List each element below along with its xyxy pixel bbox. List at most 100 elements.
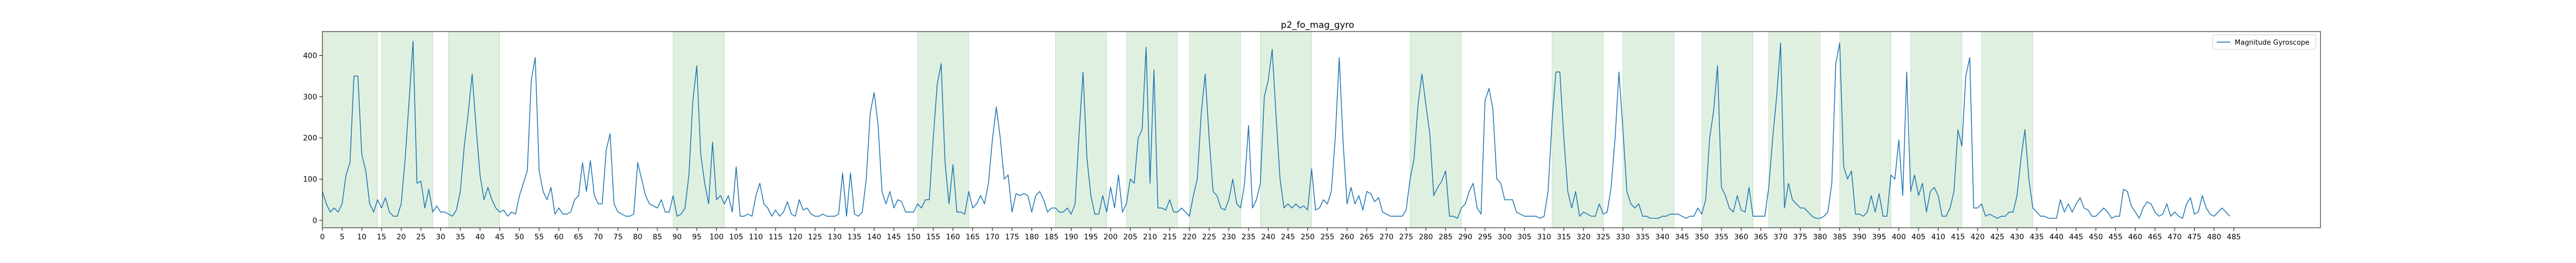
x-tick-label-300: 300 — [1498, 233, 1512, 241]
x-tick-label-250: 250 — [1301, 233, 1315, 241]
y-tick-label-200: 200 — [303, 134, 317, 143]
x-tick-label-110: 110 — [749, 233, 763, 241]
x-tick-label-85: 85 — [653, 233, 662, 241]
x-tick-label-240: 240 — [1261, 233, 1275, 241]
x-tick-label-170: 170 — [985, 233, 999, 241]
x-tick-label-305: 305 — [1517, 233, 1531, 241]
x-tick-label-285: 285 — [1439, 233, 1453, 241]
x-tick-label-5: 5 — [340, 233, 345, 241]
x-tick-label-190: 190 — [1064, 233, 1078, 241]
x-tick-label-195: 195 — [1084, 233, 1098, 241]
legend: Magnitude Gyroscope — [2212, 34, 2316, 50]
highlight-band-5 — [1055, 31, 1107, 228]
x-tick-label-440: 440 — [2049, 233, 2063, 241]
highlight-band-15 — [1910, 31, 1962, 228]
x-tick-label-130: 130 — [828, 233, 842, 241]
highlight-bands — [322, 31, 2033, 228]
highlight-band-10 — [1551, 31, 1604, 228]
plot-frame — [322, 31, 2321, 228]
highlight-band-7 — [1189, 31, 1241, 228]
x-tick-label-175: 175 — [1005, 233, 1019, 241]
x-tick-label-455: 455 — [2109, 233, 2123, 241]
y-tick-label-400: 400 — [303, 52, 317, 60]
x-tick-label-375: 375 — [1793, 233, 1807, 241]
x-tick-label-400: 400 — [1892, 233, 1906, 241]
y-tick-label-300: 300 — [303, 93, 317, 102]
x-tick-label-150: 150 — [907, 233, 921, 241]
x-tick-label-25: 25 — [416, 233, 426, 241]
x-tick-label-355: 355 — [1714, 233, 1728, 241]
x-tick-label-10: 10 — [357, 233, 367, 241]
x-tick-label-220: 220 — [1183, 233, 1197, 241]
x-tick-label-55: 55 — [535, 233, 544, 241]
x-tick-label-335: 335 — [1636, 233, 1650, 241]
legend-box — [2212, 34, 2316, 50]
x-tick-label-270: 270 — [1380, 233, 1394, 241]
x-tick-label-35: 35 — [456, 233, 465, 241]
x-tick-label-245: 245 — [1281, 233, 1295, 241]
x-tick-label-315: 315 — [1557, 233, 1571, 241]
x-tick-label-0: 0 — [320, 233, 325, 241]
x-tick-label-235: 235 — [1242, 233, 1256, 241]
highlight-band-2 — [448, 31, 500, 228]
x-tick-label-80: 80 — [633, 233, 643, 241]
x-tick-label-425: 425 — [1990, 233, 2004, 241]
series-line-0 — [322, 41, 2230, 219]
x-tick-label-385: 385 — [1833, 233, 1847, 241]
x-tick-label-465: 465 — [2148, 233, 2162, 241]
x-tick-label-125: 125 — [808, 233, 822, 241]
x-tick-label-485: 485 — [2227, 233, 2241, 241]
x-tick-label-115: 115 — [769, 233, 783, 241]
x-tick-label-140: 140 — [867, 233, 881, 241]
x-tick-label-165: 165 — [966, 233, 980, 241]
x-tick-label-330: 330 — [1616, 233, 1630, 241]
x-tick-label-310: 310 — [1537, 233, 1551, 241]
x-tick-label-405: 405 — [1912, 233, 1926, 241]
x-tick-label-120: 120 — [788, 233, 802, 241]
x-tick-label-15: 15 — [377, 233, 386, 241]
x-tick-label-295: 295 — [1478, 233, 1492, 241]
series-lines — [322, 41, 2230, 219]
x-tick-label-340: 340 — [1655, 233, 1669, 241]
x-tick-label-215: 215 — [1163, 233, 1177, 241]
x-tick-label-325: 325 — [1596, 233, 1610, 241]
x-tick-label-430: 430 — [2010, 233, 2024, 241]
x-tick-label-30: 30 — [436, 233, 446, 241]
highlight-band-4 — [917, 31, 969, 228]
x-tick-label-460: 460 — [2128, 233, 2142, 241]
x-tick-label-350: 350 — [1695, 233, 1709, 241]
x-tick-label-95: 95 — [692, 233, 702, 241]
highlight-band-11 — [1623, 31, 1675, 228]
x-tick-label-410: 410 — [1931, 233, 1945, 241]
x-tick-label-290: 290 — [1458, 233, 1472, 241]
x-tick-label-155: 155 — [926, 233, 940, 241]
x-tick-label-230: 230 — [1222, 233, 1236, 241]
highlight-band-12 — [1702, 31, 1754, 228]
highlight-band-9 — [1410, 31, 1462, 228]
x-tick-label-360: 360 — [1734, 233, 1748, 241]
x-tick-label-160: 160 — [946, 233, 960, 241]
x-tick-label-450: 450 — [2089, 233, 2103, 241]
highlight-band-13 — [1768, 31, 1821, 228]
x-tick-label-475: 475 — [2187, 233, 2201, 241]
chart-title: p2_fo_mag_gyro — [1281, 20, 1354, 31]
x-tick-label-395: 395 — [1872, 233, 1886, 241]
x-tick-label-100: 100 — [710, 233, 724, 241]
x-tick-label-260: 260 — [1340, 233, 1354, 241]
x-tick-label-60: 60 — [554, 233, 564, 241]
x-tick-label-420: 420 — [1971, 233, 1985, 241]
x-tick-label-145: 145 — [887, 233, 901, 241]
x-tick-label-320: 320 — [1577, 233, 1591, 241]
x-tick-label-345: 345 — [1675, 233, 1689, 241]
x-tick-label-75: 75 — [613, 233, 623, 241]
x-tick-label-415: 415 — [1951, 233, 1965, 241]
highlight-band-14 — [1839, 31, 1891, 228]
x-tick-label-480: 480 — [2207, 233, 2221, 241]
x-tick-label-445: 445 — [2069, 233, 2083, 241]
x-tick-label-40: 40 — [475, 233, 485, 241]
x-tick-label-265: 265 — [1360, 233, 1374, 241]
highlight-band-16 — [1981, 31, 2033, 228]
x-tick-label-255: 255 — [1320, 233, 1334, 241]
x-tick-label-200: 200 — [1104, 233, 1118, 241]
